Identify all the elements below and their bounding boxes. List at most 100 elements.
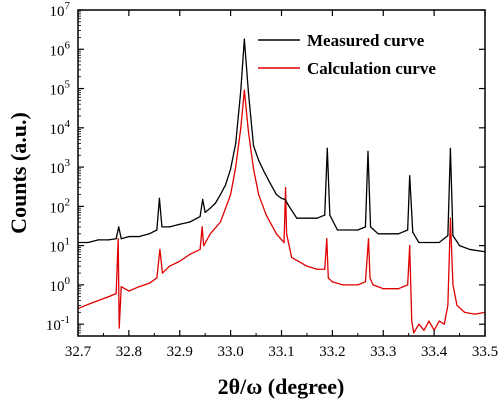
data-point — [458, 245, 461, 247]
data-point — [449, 147, 452, 149]
data-point — [469, 248, 471, 251]
y-tick-label: 106 — [50, 39, 71, 59]
data-point — [407, 229, 409, 231]
data-point — [158, 197, 160, 199]
data-point — [364, 226, 367, 228]
data-point — [367, 238, 370, 240]
data-point — [120, 238, 122, 240]
data-point — [117, 238, 119, 240]
y-tick-label: 100 — [50, 275, 71, 295]
data-point — [306, 265, 308, 267]
data-point — [377, 233, 379, 235]
data-point — [230, 168, 232, 170]
data-point — [306, 217, 308, 219]
data-point — [97, 299, 99, 302]
data-point — [407, 284, 409, 286]
data-point — [209, 207, 211, 209]
data-point — [418, 241, 420, 244]
data-point — [168, 226, 171, 228]
data-point — [326, 238, 328, 240]
data-point — [107, 239, 110, 241]
data-point — [263, 170, 265, 172]
data-point — [224, 184, 227, 186]
x-tick-label: 33.1 — [268, 344, 294, 360]
x-tick-label: 32.9 — [167, 344, 193, 360]
data-point — [364, 281, 367, 283]
y-tick-label: 107 — [50, 0, 71, 20]
x-tick-label: 33.5 — [472, 344, 498, 360]
y-tick-label: 104 — [50, 118, 71, 138]
data-point — [409, 175, 411, 177]
data-point — [219, 221, 222, 223]
data-point — [107, 296, 110, 298]
y-axis-title: Counts (a.u.) — [6, 112, 31, 234]
data-point — [247, 91, 250, 93]
data-point — [219, 193, 222, 196]
data-point — [247, 131, 250, 133]
legend-label: Calculation curve — [307, 59, 436, 78]
data-point — [87, 303, 89, 305]
data-point — [387, 233, 389, 235]
data-point — [189, 221, 191, 223]
y-tick-label: 102 — [50, 196, 71, 216]
data-point — [209, 233, 211, 235]
data-point — [243, 38, 245, 40]
data-point — [438, 241, 440, 244]
data-point — [243, 89, 245, 91]
data-point — [447, 235, 449, 237]
data-point — [115, 238, 117, 240]
data-point — [347, 229, 349, 231]
data-point — [203, 245, 205, 247]
data-point — [464, 311, 466, 313]
data-point — [288, 205, 290, 207]
data-point — [199, 215, 201, 218]
data-point — [252, 168, 255, 170]
data-point — [357, 229, 359, 231]
data-point — [447, 304, 449, 307]
data-point — [118, 327, 120, 329]
data-point — [275, 193, 278, 196]
data-point — [324, 268, 326, 270]
data-point — [268, 180, 270, 182]
data-point — [428, 320, 430, 322]
data-point — [369, 226, 372, 228]
data-point — [179, 260, 181, 262]
data-point — [138, 235, 140, 238]
data-point — [316, 217, 318, 219]
data-point — [324, 214, 326, 216]
data-point — [413, 332, 415, 334]
data-point — [367, 150, 369, 153]
data-point — [161, 272, 164, 274]
data-point — [235, 166, 237, 168]
data-point — [336, 229, 339, 231]
data-point — [156, 229, 158, 231]
data-point — [449, 217, 452, 219]
data-point — [148, 282, 150, 284]
data-point — [452, 235, 454, 237]
x-tick-label: 32.7 — [65, 344, 92, 360]
x-tick-label: 33.3 — [370, 344, 396, 360]
data-point — [202, 198, 204, 201]
data-point — [138, 286, 140, 288]
data-point — [291, 256, 293, 259]
data-point — [327, 277, 329, 279]
data-point — [168, 265, 171, 267]
data-point — [120, 286, 122, 288]
data-point — [204, 211, 206, 214]
x-tick-label: 33.2 — [319, 344, 345, 360]
data-point — [284, 187, 287, 189]
data-point — [285, 233, 288, 235]
data-point — [397, 288, 400, 290]
legend-label: Measured curve — [307, 31, 425, 50]
data-point — [265, 214, 267, 216]
data-point — [258, 193, 260, 196]
data-point — [283, 241, 285, 244]
data-point — [97, 239, 99, 241]
data-point — [412, 231, 414, 233]
data-point — [438, 320, 440, 322]
y-tick-label: 101 — [50, 236, 71, 256]
data-point — [118, 226, 120, 228]
data-point — [382, 288, 384, 290]
data-point — [159, 248, 161, 251]
